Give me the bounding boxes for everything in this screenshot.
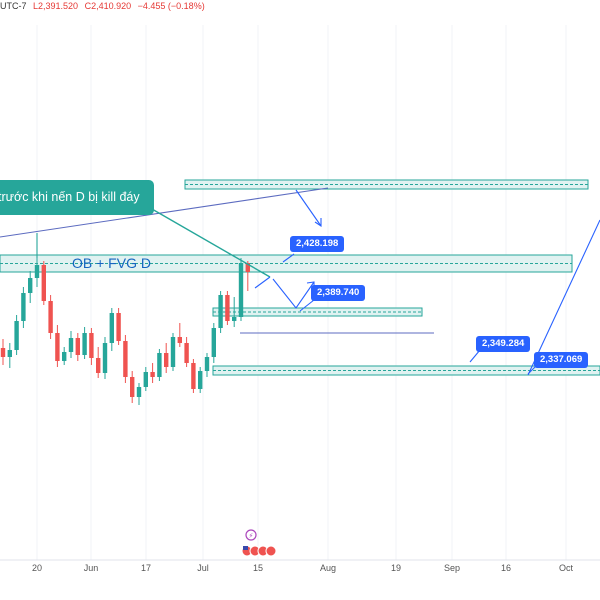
candle-body	[62, 352, 67, 361]
ohlc-header: UTC-7 L2,391.520 C2,410.920 −4.455 (−0.1…	[0, 1, 209, 21]
change-value: −4.455 (−0.18%)	[137, 1, 205, 11]
candle-body	[14, 321, 19, 350]
candle-body	[211, 328, 216, 357]
callout-box[interactable]: trước khi nến D bị kill đáy	[0, 180, 154, 215]
candle-body	[204, 357, 210, 371]
callout-pointer	[144, 204, 271, 278]
label-connector-2	[299, 299, 315, 312]
lightning-icon	[245, 529, 257, 541]
candle-body	[245, 263, 250, 272]
candle-body	[164, 353, 169, 367]
candle-body	[123, 341, 128, 377]
low-value: L2,391.520	[33, 1, 79, 11]
candle-body	[150, 372, 155, 377]
candle-body	[143, 372, 148, 387]
zone-bottom[interactable]	[212, 365, 600, 376]
candles	[0, 245, 250, 405]
candle-body	[232, 317, 237, 321]
candle-body	[96, 358, 101, 373]
candle-body	[184, 343, 189, 363]
candle-body	[68, 338, 74, 352]
candle-body	[89, 333, 94, 358]
candle-body	[34, 265, 40, 278]
candle-body	[218, 295, 223, 328]
x-tick-label: 19	[390, 563, 402, 573]
candle-body	[75, 338, 80, 355]
candle-body	[21, 293, 26, 321]
x-tick-label: Jun	[83, 563, 99, 573]
price-label-2[interactable]: 2,389.740	[311, 285, 366, 301]
candle-body	[7, 350, 12, 357]
x-tick-label: Oct	[558, 563, 574, 573]
x-tick-label: Sep	[443, 563, 461, 573]
candle-body	[28, 278, 33, 293]
zone-mid[interactable]	[212, 307, 423, 317]
candle-body	[191, 363, 196, 389]
projection-arrow-2	[272, 278, 315, 309]
candle-body	[130, 377, 135, 397]
label-connector-1	[282, 253, 295, 263]
zone-ob-fvg[interactable]	[0, 254, 573, 273]
callout-text: trước khi nến D bị kill đáy	[0, 190, 140, 204]
x-tick-label: 16	[500, 563, 512, 573]
svg-text:⚡: ⚡	[249, 532, 254, 540]
event-icons[interactable]: ⚡	[241, 529, 277, 557]
candle-body	[116, 313, 121, 341]
timezone-label[interactable]: UTC-7	[0, 1, 27, 11]
zone-label: OB + FVG D	[72, 255, 151, 271]
candle-body	[198, 371, 203, 389]
candle-body	[0, 348, 6, 357]
projection-up-line	[527, 219, 600, 376]
x-tick-label: 15	[252, 563, 264, 573]
candle-body	[225, 295, 230, 321]
price-label-4[interactable]: 2,337.069	[534, 352, 589, 368]
x-tick-label: 20	[31, 563, 43, 573]
projection-arrow-1	[295, 189, 322, 227]
candle-body	[177, 337, 182, 343]
candle-body	[48, 301, 53, 333]
candle-body	[82, 333, 87, 355]
x-tick-label: 17	[140, 563, 152, 573]
zone-top[interactable]	[184, 179, 589, 190]
price-label-3[interactable]: 2,349.284	[476, 336, 531, 352]
candle-body	[55, 333, 60, 361]
x-tick-label: Aug	[319, 563, 337, 573]
close-value: C2,410.920	[84, 1, 132, 11]
candle-body	[157, 353, 162, 377]
price-label-1[interactable]: 2,428.198	[290, 236, 345, 252]
candle-body	[238, 263, 244, 317]
candle-body	[136, 387, 142, 397]
candle-body	[102, 343, 108, 373]
candle-body	[109, 313, 114, 343]
drawings	[0, 187, 600, 376]
trend-line	[0, 187, 329, 238]
candle-body	[170, 337, 176, 367]
candle-body	[41, 265, 46, 301]
x-tick-label: Jul	[197, 563, 209, 573]
